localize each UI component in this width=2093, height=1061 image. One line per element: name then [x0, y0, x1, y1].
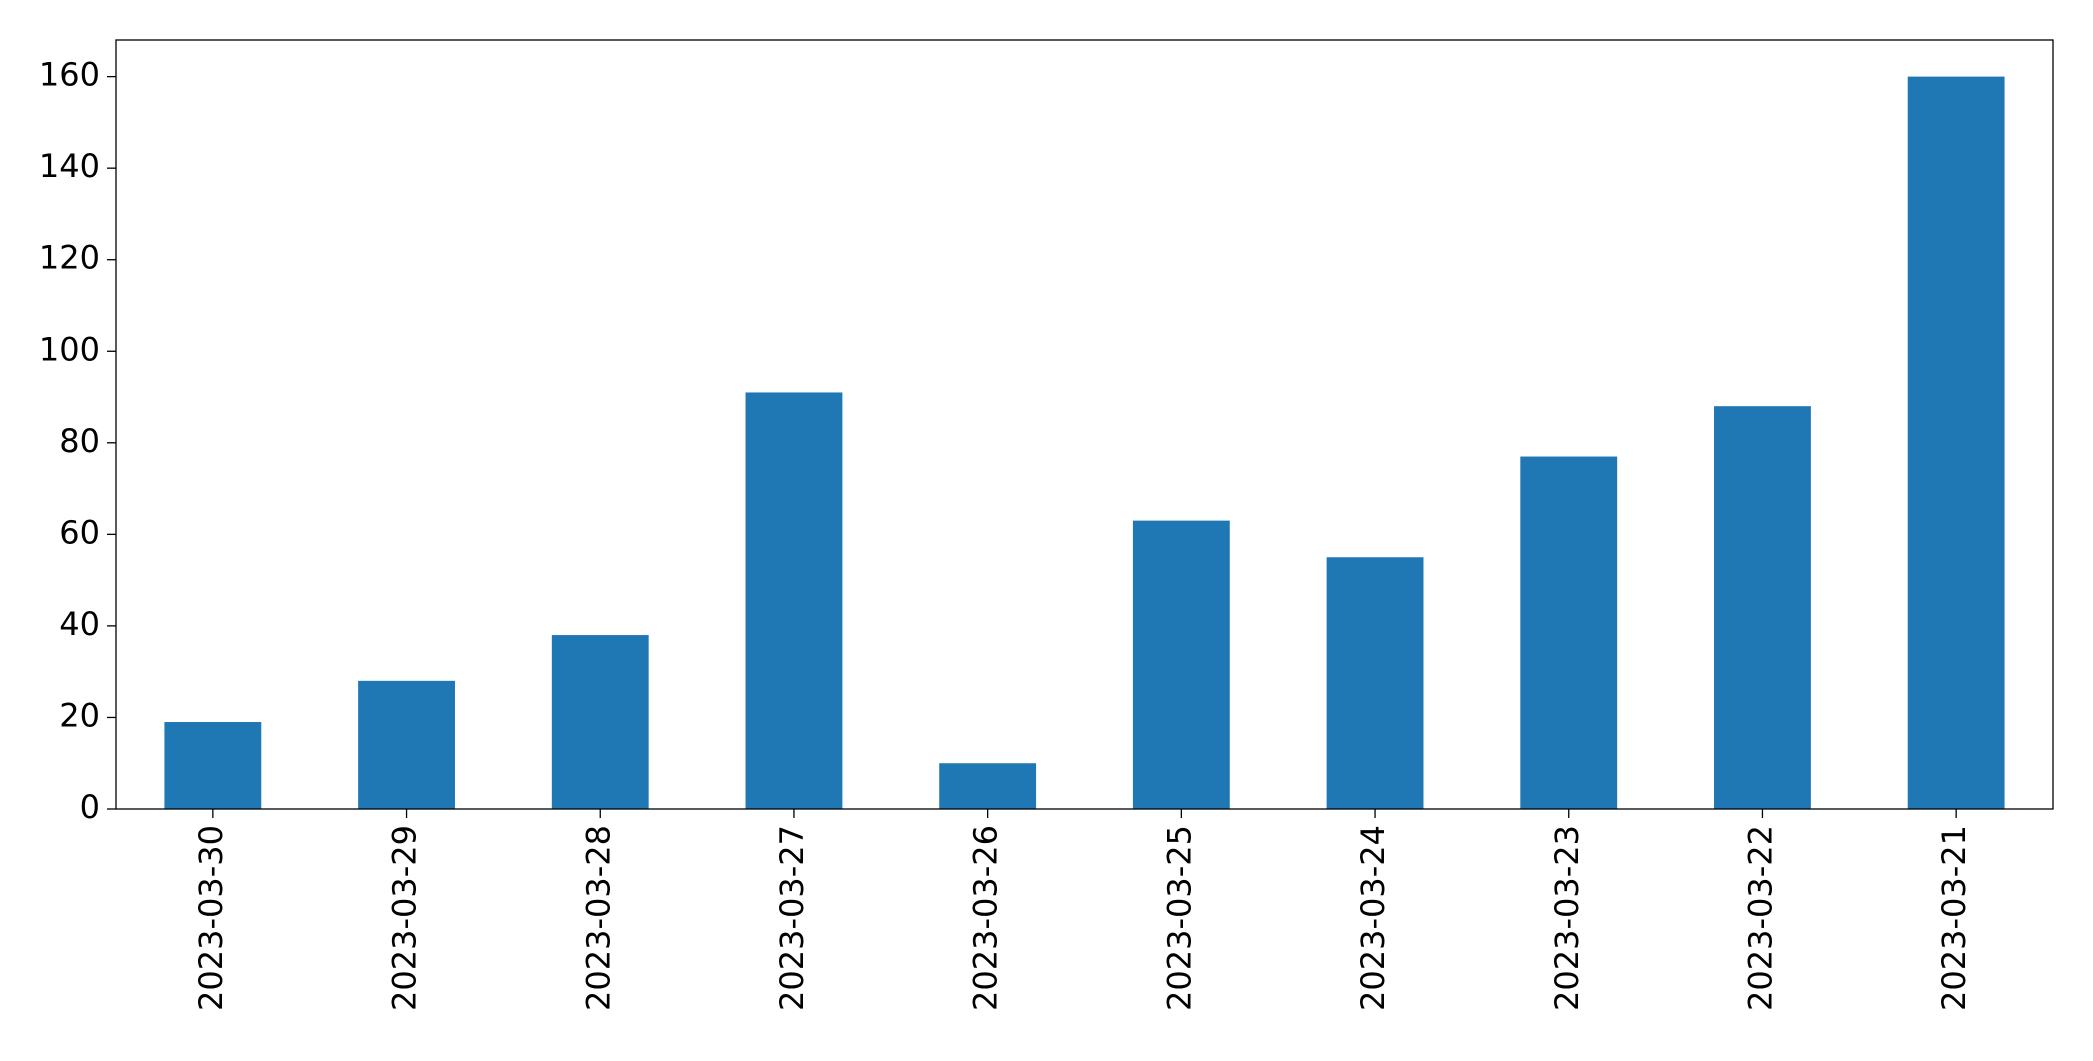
- y-tick-label: 80: [59, 422, 100, 460]
- bar: [164, 722, 262, 809]
- x-tick-label: 2023-03-25: [1160, 825, 1198, 1011]
- plot-frame: [115, 39, 2054, 810]
- y-tick-label: 100: [39, 330, 100, 368]
- bar: [1714, 406, 1811, 809]
- x-tick-label: 2023-03-24: [1354, 825, 1392, 1011]
- y-tick-label: 120: [39, 239, 100, 277]
- x-tick-label: 2023-03-21: [1935, 825, 1973, 1011]
- y-tick-label: 140: [39, 147, 100, 185]
- bar: [1132, 520, 1230, 809]
- x-tick-label: 2023-03-22: [1741, 825, 1779, 1011]
- y-tick-label: 160: [39, 56, 100, 94]
- x-tick-label: 2023-03-27: [773, 825, 811, 1011]
- x-tick-label: 2023-03-30: [192, 825, 230, 1011]
- bar: [358, 680, 455, 809]
- y-tick-label: 0: [80, 788, 100, 826]
- bar: [551, 635, 649, 809]
- bar: [1326, 557, 1424, 809]
- bar: [939, 763, 1037, 809]
- x-tick-label: 2023-03-29: [386, 825, 424, 1011]
- x-tick-label: 2023-03-26: [967, 825, 1005, 1011]
- y-tick-label: 60: [59, 513, 100, 551]
- y-tick-label: 40: [59, 605, 100, 643]
- bar: [745, 392, 843, 809]
- x-tick-label: 2023-03-23: [1548, 825, 1586, 1011]
- bar: [1907, 76, 2005, 810]
- y-tick-label: 20: [59, 696, 100, 734]
- x-tick-label: 2023-03-28: [579, 825, 617, 1011]
- bar: [1520, 456, 1618, 809]
